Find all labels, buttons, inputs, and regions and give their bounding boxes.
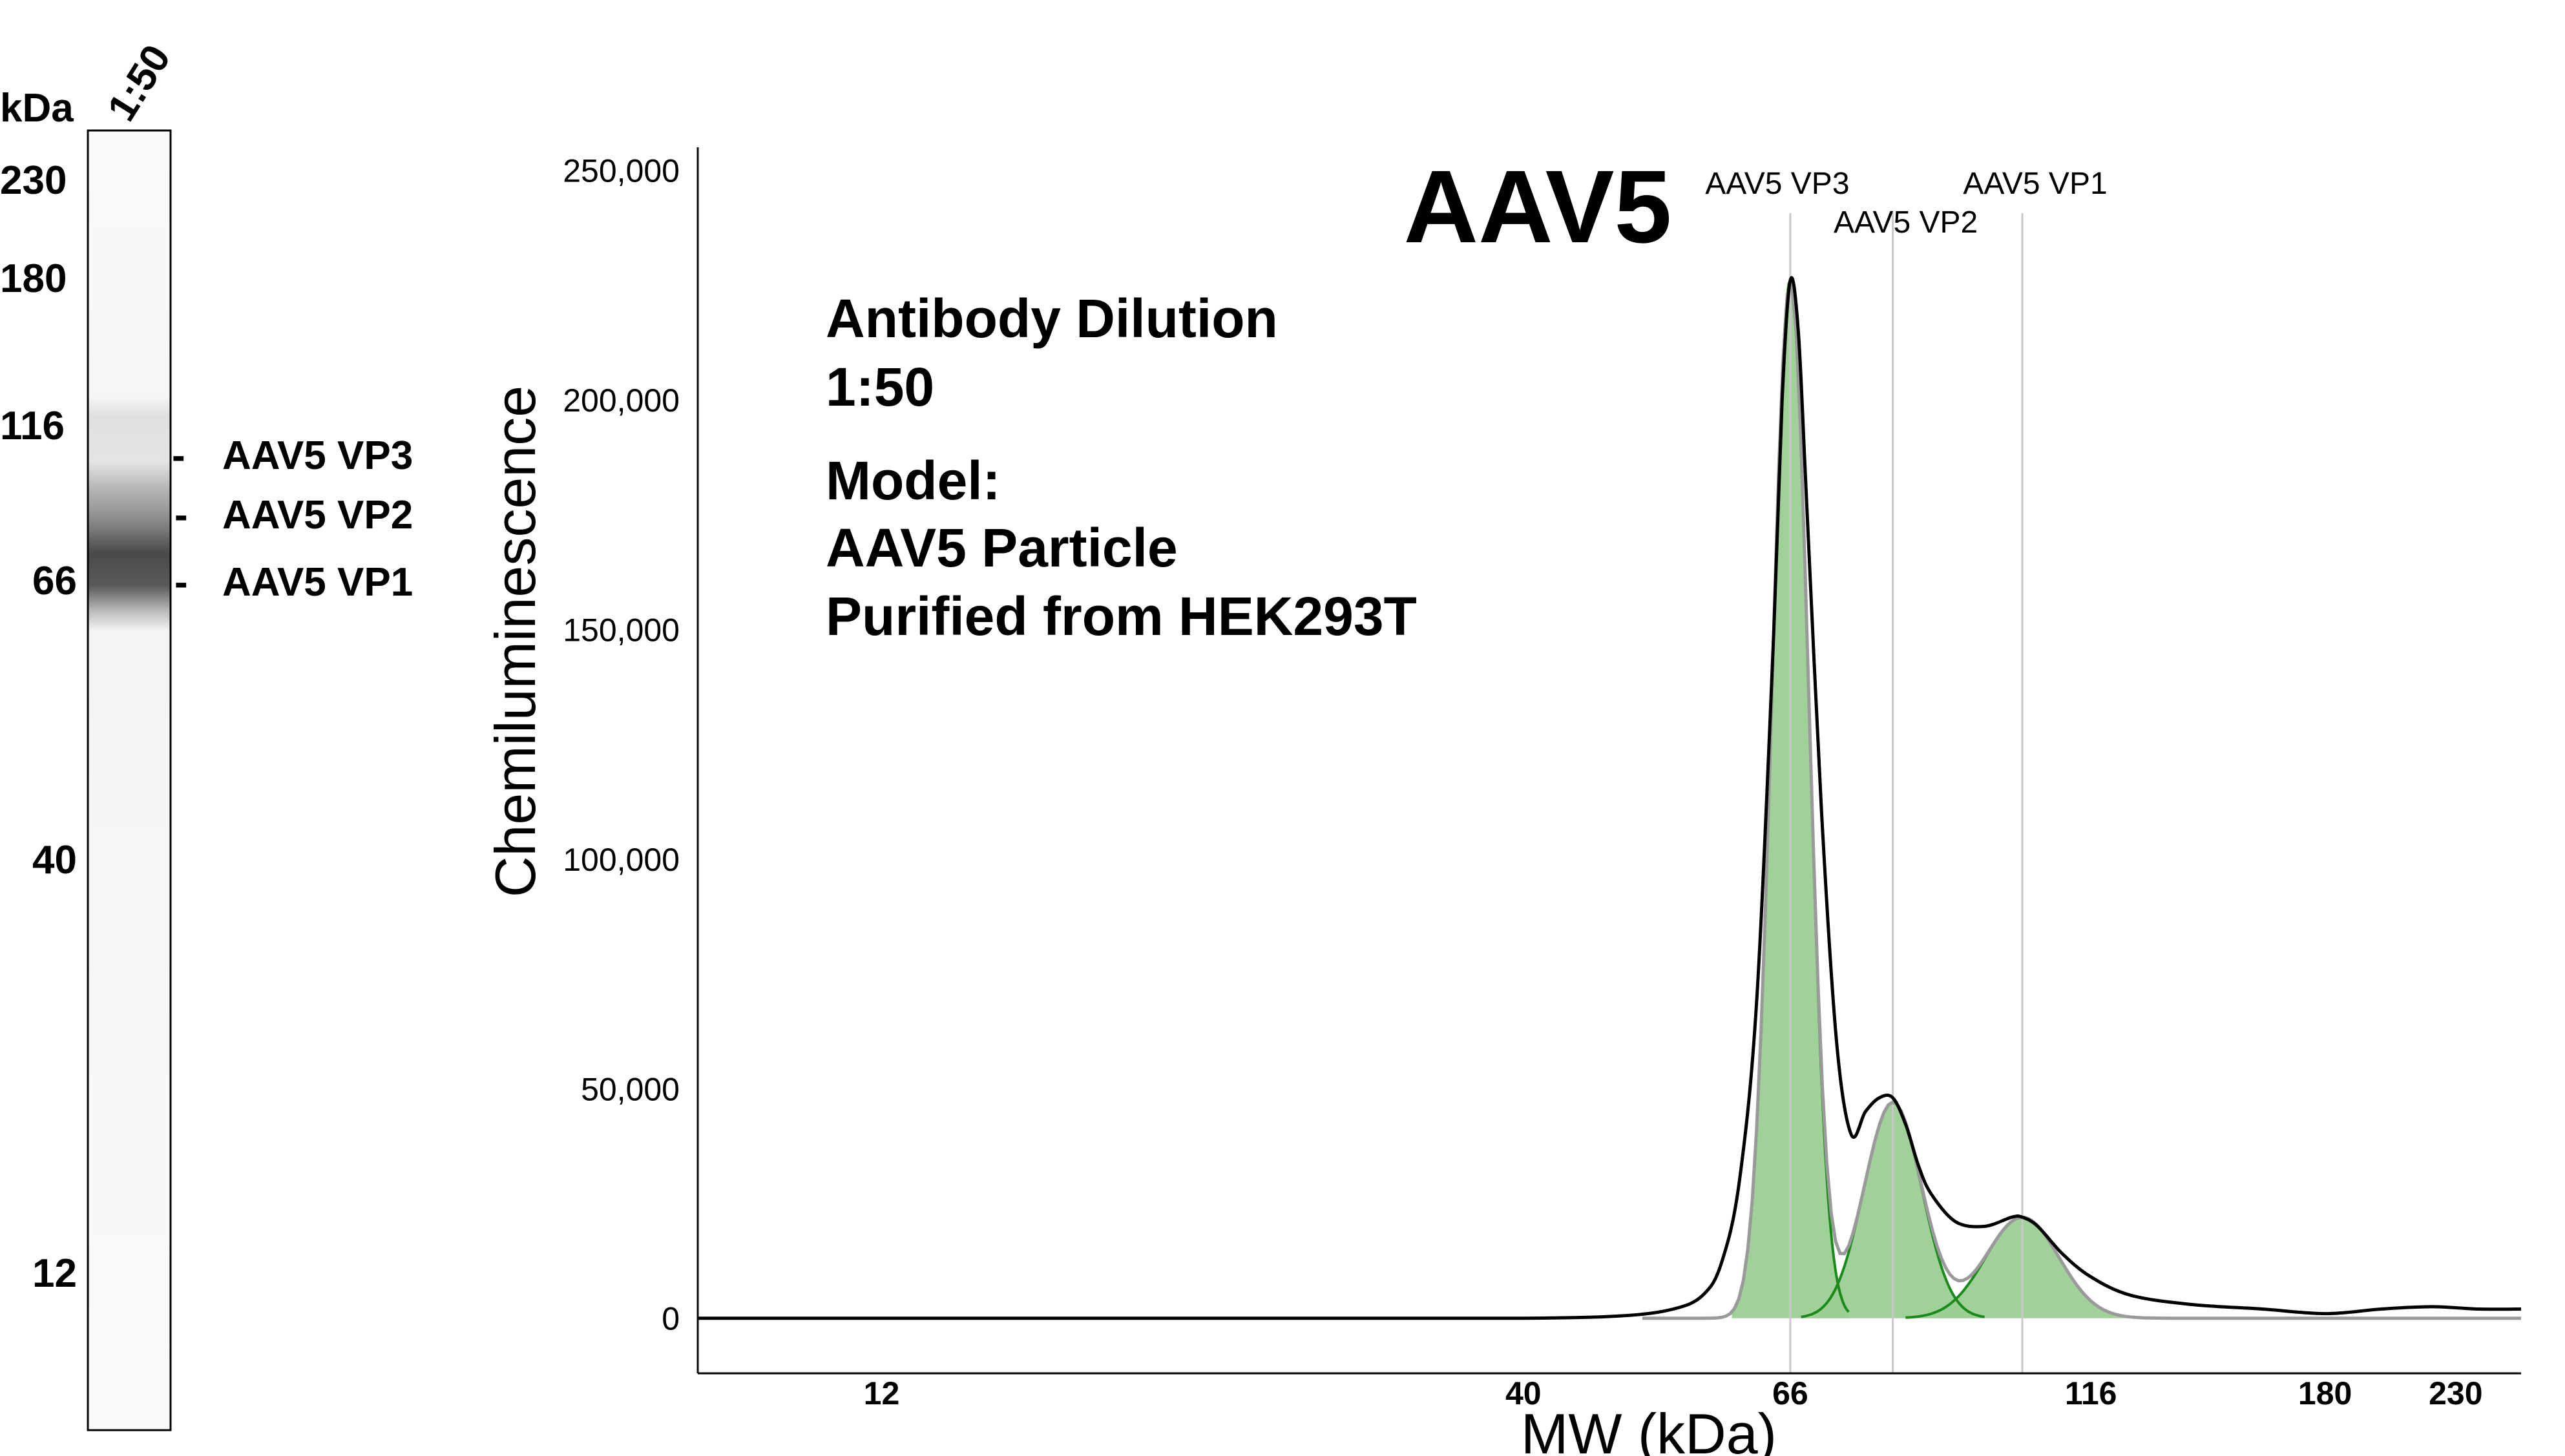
trace-series <box>698 276 2522 1320</box>
gel-band-dash-vp2: - <box>174 493 188 537</box>
gel-panel: kDa 1:50 230 180 116 66 40 12 - AAV5 VP3… <box>0 37 413 1431</box>
info-source: Purified from HEK293T <box>826 586 1417 647</box>
x-tick-label-12: 12 <box>864 1375 900 1411</box>
x-tick-labels: 12 40 66 116 180 230 <box>864 1375 2483 1411</box>
gel-band-label-vp1: AAV5 VP1 <box>222 560 413 605</box>
gel-marker-230: 230 <box>0 158 67 203</box>
peak-marker-lines <box>1789 213 2024 1373</box>
y-tick-label-200000: 200,000 <box>563 382 680 419</box>
y-tick-label-150000: 150,000 <box>563 612 680 648</box>
x-tick-label-66: 66 <box>1772 1375 1808 1411</box>
info-model-label: Model: <box>826 450 1001 511</box>
peak-fills <box>1732 280 2139 1318</box>
peak-label-1: AAV5 VP3 <box>1705 167 1849 201</box>
x-tick-label-40: 40 <box>1505 1375 1542 1411</box>
x-tick-label-230: 230 <box>2429 1375 2482 1411</box>
gel-lane-label: 1:50 <box>99 37 179 129</box>
y-tick-labels: 0 50,000 100,000 150,000 200,000 250,000 <box>563 153 680 1337</box>
gel-band-label-vp3: AAV5 VP3 <box>222 433 413 478</box>
x-axis-title: MW (kDa) <box>1521 1402 1777 1456</box>
y-tick-label-50000: 50,000 <box>581 1071 680 1107</box>
x-tick-label-116: 116 <box>2065 1375 2117 1411</box>
peak-label-3: AAV5 VP1 <box>1963 167 2107 201</box>
info-dilution-value: 1:50 <box>826 357 934 417</box>
electropherogram: 0 50,000 100,000 150,000 200,000 250,000 12 40… <box>483 147 2522 1456</box>
gel-marker-40: 40 <box>32 838 77 882</box>
trace-line-1 <box>698 276 2522 1320</box>
gel-band-dash-vp3: - <box>172 433 185 478</box>
y-axis-title: Chemiluminescence <box>483 386 547 897</box>
y-tick-label-250000: 250,000 <box>563 153 680 189</box>
y-tick-label-100000: 100,000 <box>563 842 680 878</box>
x-tick-label-180: 180 <box>2298 1375 2352 1411</box>
gel-marker-12: 12 <box>32 1251 77 1296</box>
peak-labels: AAV5 VP3 AAV5 VP2 AAV5 VP1 <box>1705 167 2107 240</box>
y-tick-label-0: 0 <box>662 1301 680 1337</box>
peak-label-2: AAV5 VP2 <box>1834 205 1978 240</box>
info-model-name: AAV5 Particle <box>826 517 1178 578</box>
gel-marker-66: 66 <box>32 559 77 603</box>
gel-marker-116: 116 <box>0 404 65 448</box>
gel-unit-label: kDa <box>0 86 74 130</box>
info-block: Antibody Dilution 1:50 Model: AAV5 Parti… <box>826 288 1417 647</box>
gel-band-dash-vp1: - <box>174 560 188 605</box>
gel-band-label-vp2: AAV5 VP2 <box>222 493 413 537</box>
gel-marker-180: 180 <box>0 256 67 301</box>
gel-lane <box>87 129 172 1431</box>
chart-title: AAV5 <box>1404 149 1672 264</box>
info-antibody-dilution: Antibody Dilution <box>826 288 1278 349</box>
